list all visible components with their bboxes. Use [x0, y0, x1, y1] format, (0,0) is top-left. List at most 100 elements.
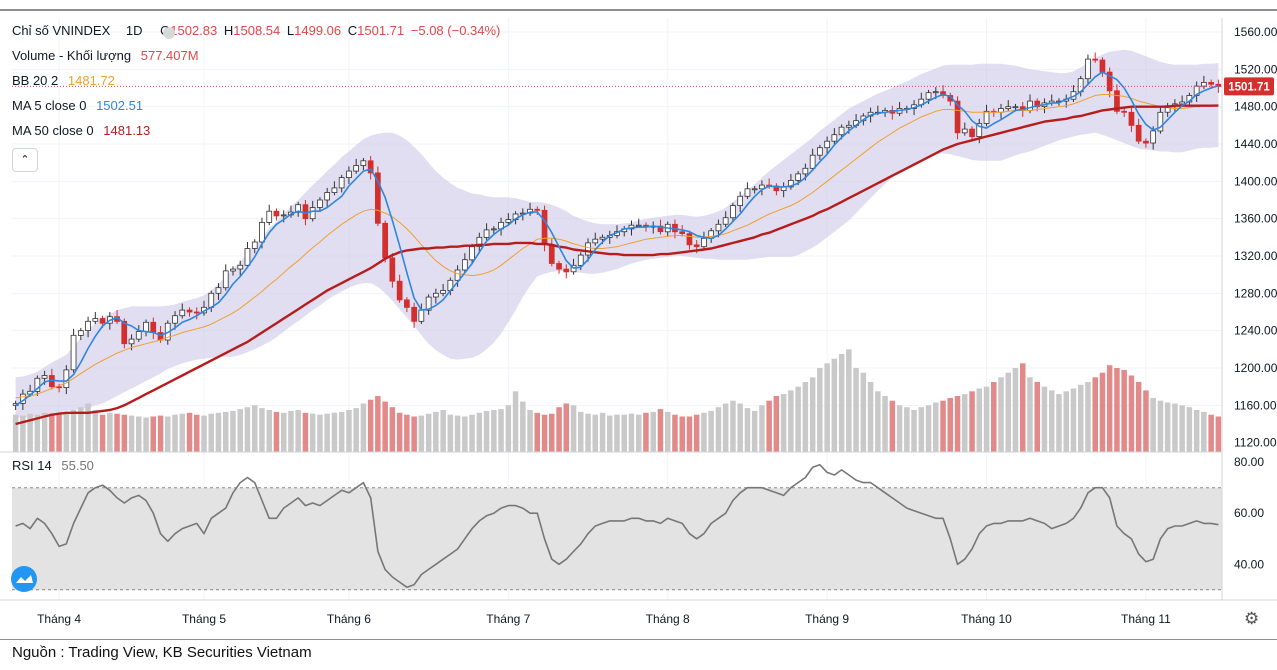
ma50-label: MA 50 close 0 — [12, 123, 94, 138]
volume-bar — [962, 394, 968, 452]
open-value: 1502.83 — [170, 23, 218, 38]
candle-body — [1121, 110, 1127, 113]
candle-body — [273, 210, 280, 217]
volume-bar — [722, 403, 729, 452]
volume-bar — [1179, 405, 1185, 452]
volume-bar — [1135, 382, 1142, 452]
candle-body — [172, 315, 178, 324]
volume-bar — [715, 407, 722, 452]
volume-value: 577.407M — [140, 48, 199, 63]
symbol-menu-icon[interactable] — [163, 27, 175, 39]
candle-body — [208, 292, 215, 308]
volume-bar — [657, 409, 664, 452]
candle-body — [1114, 90, 1120, 112]
collapse-legend-button[interactable]: ⌃ — [12, 148, 38, 172]
volume-bar — [136, 416, 142, 452]
candle-body — [969, 128, 975, 138]
volume-bar — [1208, 414, 1214, 452]
volume-bar — [295, 410, 301, 452]
volume-bar — [925, 405, 932, 452]
candle-body — [795, 173, 802, 181]
volume-bar — [853, 368, 859, 452]
candle-body — [179, 309, 186, 317]
volume-bar — [838, 354, 845, 452]
candle-body — [1092, 58, 1098, 61]
candle-body — [331, 187, 338, 193]
volume-bar — [1172, 403, 1178, 452]
volume-bar — [252, 405, 258, 452]
volume-bar — [70, 410, 77, 452]
candle-body — [788, 179, 794, 188]
chart-canvas[interactable]: 1560.00 1520.00 1480.00 1440.00 1400.00 1360.… — [0, 0, 1277, 640]
volume-bar — [237, 409, 243, 452]
symbol-legend: Chỉ số VNINDEX 1D O1502.83 H1508.54 L149… — [12, 23, 503, 39]
candle-body — [585, 242, 591, 256]
candle-body — [222, 270, 229, 289]
volume-label: Volume - Khối lượng — [12, 48, 132, 63]
time-tick-label: Tháng 9 — [805, 612, 849, 626]
candle-body — [838, 126, 845, 136]
volume-bar — [831, 358, 838, 452]
volume-bar — [534, 412, 540, 452]
candle-body — [802, 167, 809, 175]
volume-bar — [56, 414, 62, 452]
volume-bar — [882, 396, 888, 452]
volume-bar — [107, 412, 113, 452]
candle-body — [193, 311, 200, 314]
candle-body — [824, 140, 831, 149]
candle-body — [295, 204, 302, 213]
candle-body — [679, 231, 686, 234]
volume-bar — [824, 363, 830, 452]
volume-bar — [911, 410, 917, 452]
volume-bar — [954, 396, 961, 452]
rsi-band — [12, 487, 1222, 590]
candle-body — [534, 208, 541, 211]
close-label: C — [347, 23, 358, 38]
candle-body — [730, 205, 736, 219]
candle-body — [324, 192, 331, 201]
candle-body — [280, 214, 287, 217]
volume-bar — [1070, 388, 1077, 452]
low-value: 1499.06 — [294, 23, 342, 38]
volume-bar — [1092, 377, 1098, 452]
candle-body — [715, 223, 722, 232]
candle-body — [374, 172, 381, 224]
candle-body — [34, 377, 41, 392]
volume-bar — [976, 388, 982, 452]
rsi-pane — [0, 451, 1222, 591]
volume-legend: Volume - Khối lượng 577.407M — [12, 48, 205, 64]
ma5-value: 1502.51 — [96, 98, 144, 113]
candle-body — [353, 165, 360, 172]
ma5-label: MA 5 close 0 — [12, 98, 87, 113]
volume-bar — [802, 382, 809, 452]
candle-body — [1143, 140, 1149, 144]
volume-bar — [462, 416, 468, 452]
candle-body — [1085, 58, 1091, 80]
volume-bar — [983, 386, 990, 452]
volume-bar — [672, 414, 678, 452]
candle-body — [556, 263, 562, 270]
candle-body — [737, 195, 744, 207]
high-value: 1508.54 — [233, 23, 281, 38]
volume-bar — [867, 382, 874, 452]
rsi-value: 55.50 — [61, 458, 94, 473]
candle-body — [751, 188, 758, 191]
candle-body — [657, 225, 664, 233]
interval[interactable]: 1D — [125, 23, 143, 38]
candle-body — [1179, 101, 1185, 105]
candle-body — [809, 154, 816, 169]
volume-bar — [860, 372, 867, 452]
gear-icon[interactable]: ⚙ — [1244, 609, 1260, 628]
candle-body — [403, 299, 410, 308]
volume-bar — [309, 413, 316, 452]
candle-body — [215, 287, 222, 294]
volume-bar — [389, 407, 396, 452]
volume-bar — [701, 412, 707, 452]
candle-body — [396, 280, 403, 301]
volume-bar — [215, 412, 222, 452]
candle-body — [925, 92, 932, 100]
candle-body — [99, 318, 106, 324]
volume-bar — [846, 349, 852, 452]
volume-bar — [346, 410, 352, 452]
volume-bar — [114, 413, 120, 452]
